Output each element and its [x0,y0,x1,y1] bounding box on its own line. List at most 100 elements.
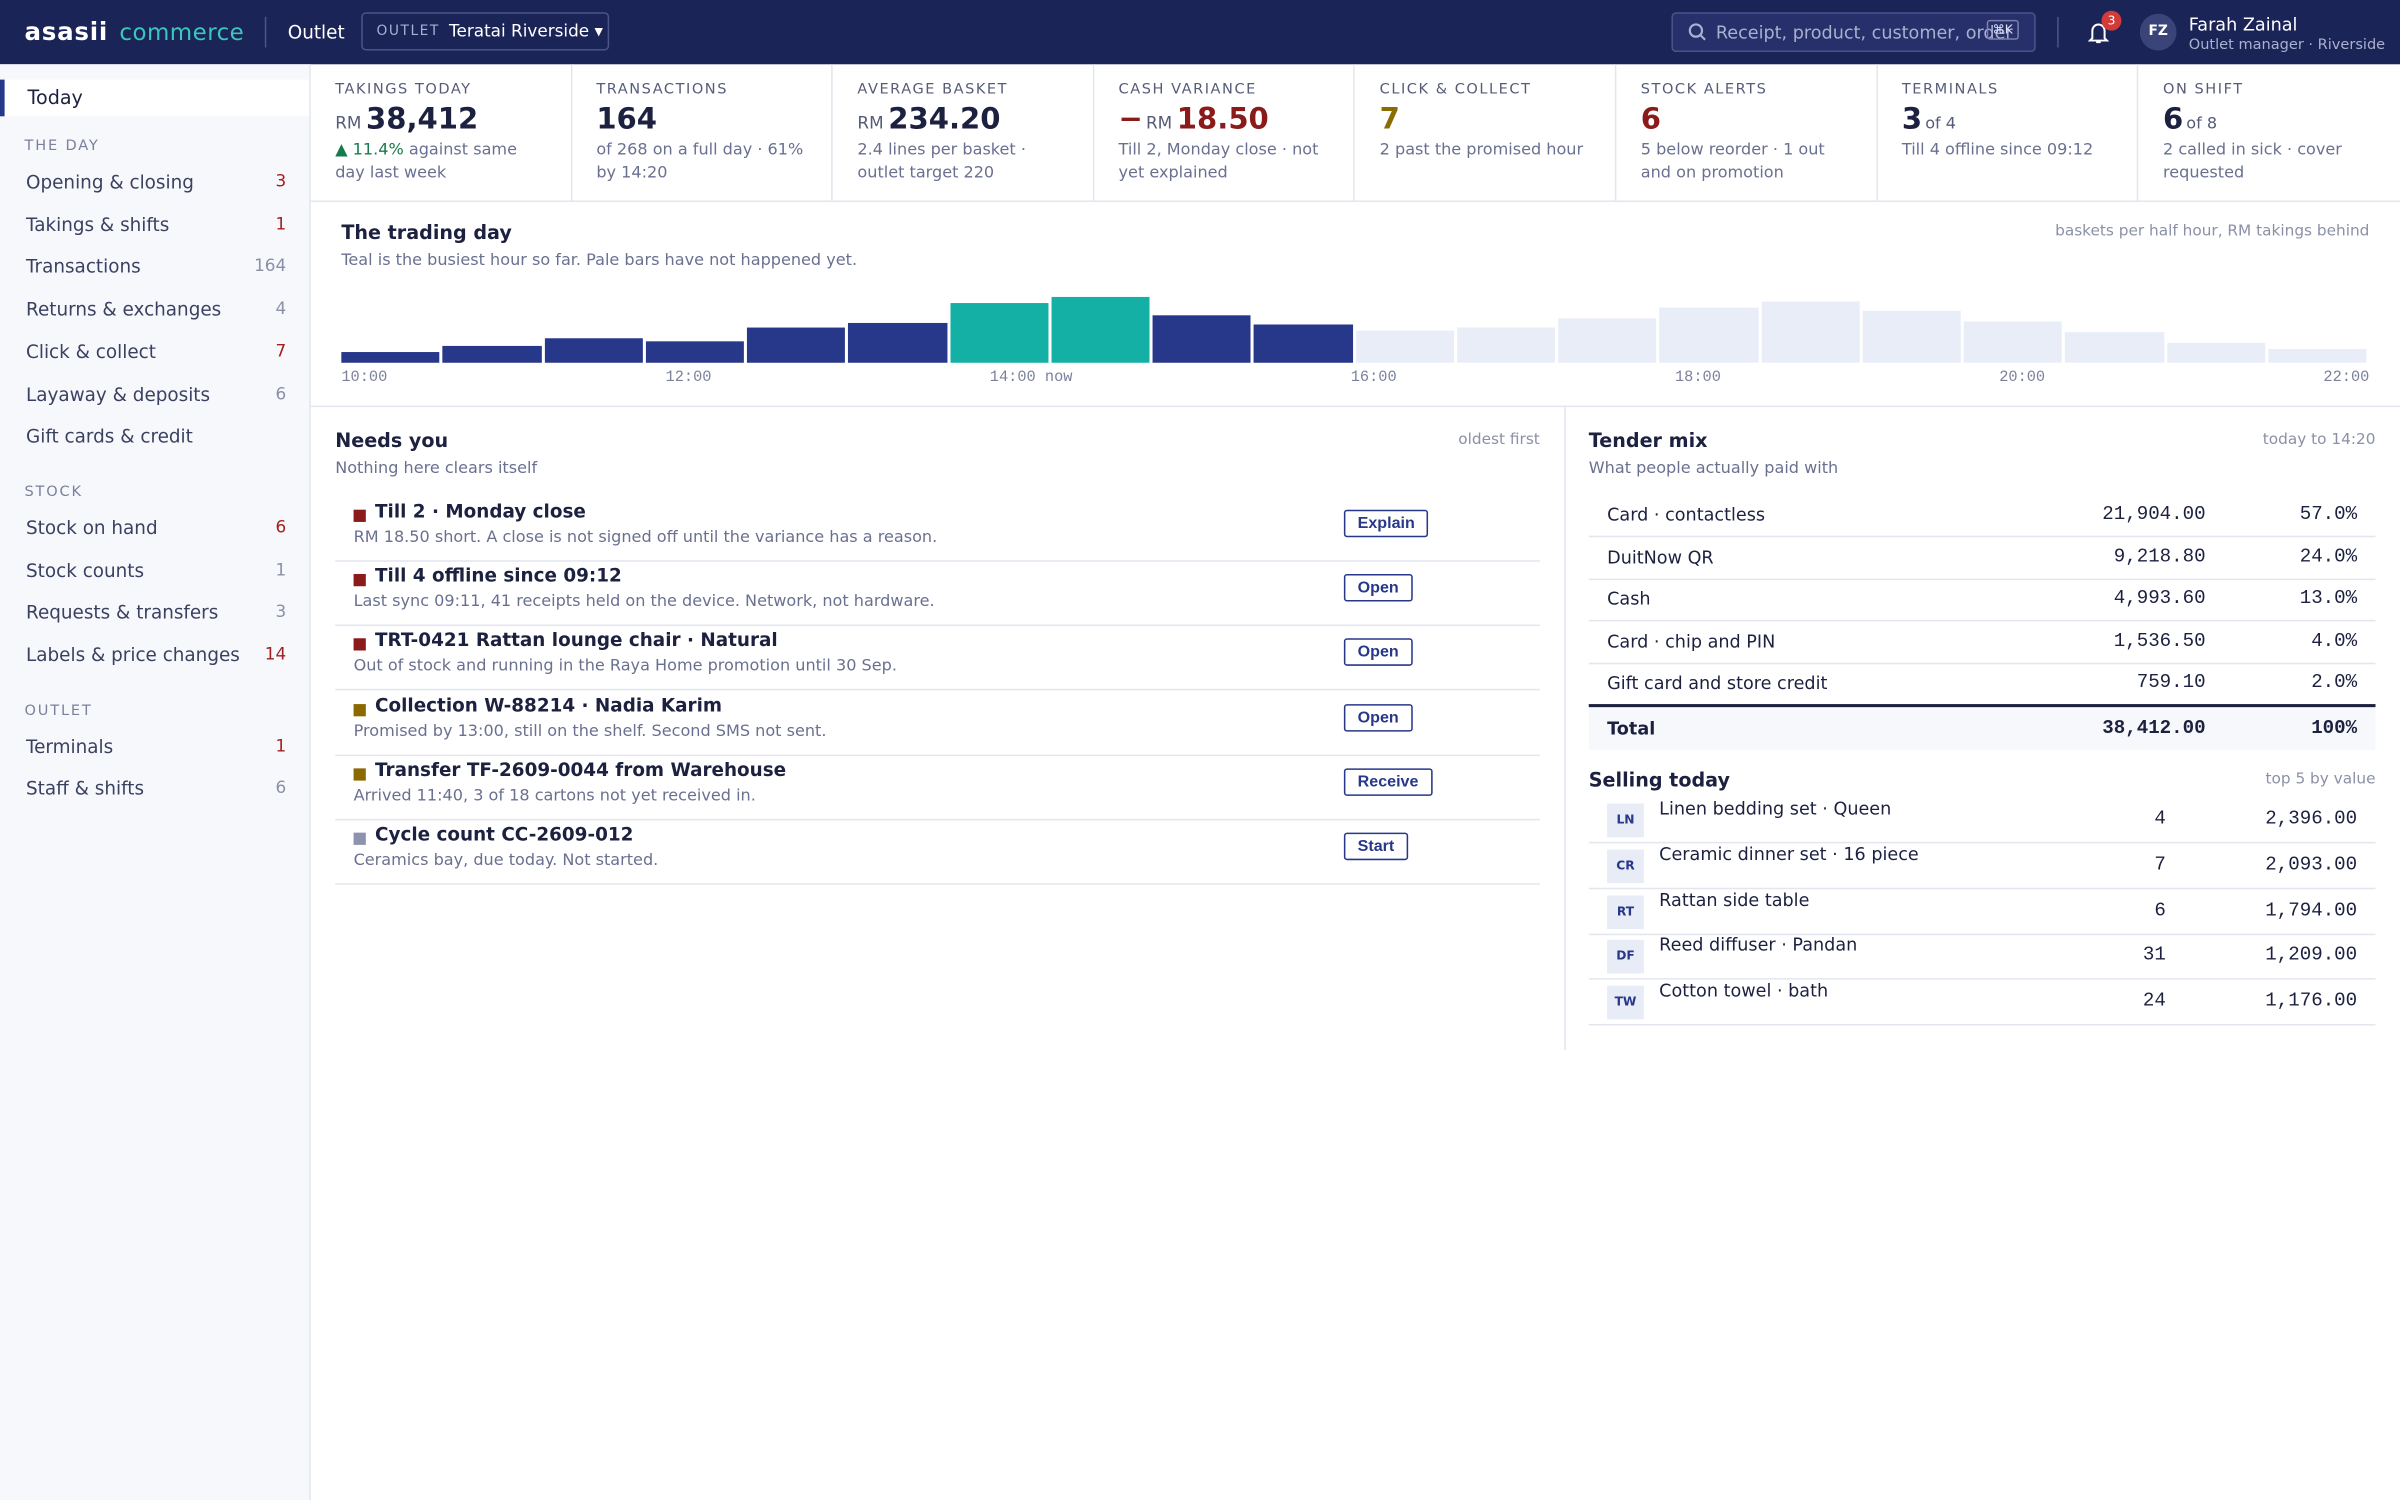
task-detail: Last sync 09:11, 41 receipts held on the… [353,592,935,612]
product-code: LN [1607,803,1644,838]
task-title: Collection W-88214 · Nadia Karim [374,694,723,716]
nav-count: 1 [275,213,287,234]
kpi-label: ON SHIFT [2162,81,2244,98]
bar [442,345,542,363]
kpi-label: TRANSACTIONS [596,81,728,98]
product-code: DF [1607,940,1644,975]
bar [341,352,440,363]
task-title: Cycle count CC-2609-012 [374,823,634,845]
task-row: Transfer TF-2609-0044 from Warehouse Arri… [335,754,1540,821]
bar [544,338,643,363]
product-value: 1,209.00 [2265,944,2358,967]
panel-note: baskets per half hour, RM takings behind [2055,223,2370,241]
task-action[interactable]: Start [1343,832,1409,861]
nav-item[interactable]: Click & collect 7 [26,341,286,362]
kpi-number: 6 [2162,102,2184,137]
kpi-note-text: Till 4 offline since 09:12 [1901,140,2094,160]
nav-item[interactable]: Labels & price changes 14 [26,644,286,665]
product-qty: 24 [2142,990,2166,1013]
task-row: Cycle count CC-2609-012 Ceramics bay, due… [335,819,1540,885]
x-tick-label: 22:00 [2323,370,2370,388]
x-tick-label: 16:00 [1350,370,1397,388]
nav-item[interactable]: Stock on hand 6 [26,517,286,538]
divider [2057,16,2059,48]
kpi-note-text: Till 2, Monday close · not yet explained [1118,140,1319,183]
kpi-number: 164 [596,102,658,137]
brand[interactable]: asasii [24,16,109,46]
kpi-label: AVERAGE BASKET [857,81,1009,98]
kpi-value: − RM 18.50 [1119,103,1330,137]
nav-item[interactable]: Takings & shifts 1 [26,214,286,235]
task-action[interactable]: Explain [1343,509,1429,538]
kpi-note: Till 2, Monday close · not yet explained [1119,139,1330,185]
kpi-number: 18.50 [1176,102,1269,137]
product-row: TW Cotton towel · bath 24 1,176.00 [1588,980,2376,1026]
task-action[interactable]: Receive [1343,768,1433,796]
kpi-note-text: 2 called in sick · cover requested [2162,140,2342,183]
task-action[interactable]: Open [1343,703,1413,732]
kpi-note-text: 5 below reorder · 1 out and on promotion [1640,140,1825,183]
brand-suffix: commerce [119,18,245,46]
search-box[interactable]: Receipt, product, customer, order ⌘K [1671,12,2036,53]
task-title: Till 2 · Monday close [374,500,586,522]
kpi-value: RM 38,412 [335,103,546,137]
top-bar: asasii commerce Outlet OUTLET Teratai Riv… [0,0,2400,65]
tender-name: Gift card and store credit [1607,672,1828,694]
kpi-note: 2 called in sick · cover requested [2163,139,2375,185]
nav-item[interactable]: Staff & shifts 6 [26,778,286,799]
x-tick-label: 12:00 [665,370,712,388]
kpi-note: 2.4 lines per basket · outlet target 220 [857,139,1068,185]
kpi-card: CASH VARIANCE − RM 18.50 Till 2, Monday clos… [1094,64,1356,201]
product-value: 1,794.00 [2265,899,2358,921]
kpi-note-text: of 268 on a full day · 61% by 14:20 [596,140,804,183]
avatar[interactable]: FZ [2139,13,2177,51]
task-action[interactable]: Open [1343,638,1413,667]
status-square [353,638,366,652]
tender-share: 24.0% [2299,545,2358,568]
tender-share: 57.0% [2299,503,2358,525]
total-label: Total [1607,717,1656,740]
task-action[interactable]: Open [1343,574,1413,602]
tender-total: Total 38,412.00 100% [1588,704,2376,750]
tender-name: DuitNow QR [1607,545,1714,568]
total-share: 100% [2311,717,2358,740]
kpi-card: AVERAGE BASKET RM 234.20 2.4 lines per bask… [833,64,1095,201]
nav-item[interactable]: Requests & transfers 3 [26,602,286,623]
nav-item[interactable]: Layaway & deposits 6 [26,383,286,404]
kpi-note-text: against same day last week [335,140,517,183]
panel-title: Tender mix [1588,428,1708,452]
nav-item[interactable]: Terminals 1 [26,736,286,757]
tender-name: Cash [1607,588,1651,610]
bell-icon[interactable] [2087,21,2110,44]
nav-item[interactable]: Stock counts 1 [26,560,286,581]
task-row: TRT-0421 Rattan lounge chair · Natural Ou… [335,625,1540,691]
bar [2166,342,2265,363]
x-axis: 10:00 12:00 14:00 now 16:00 18:00 20:00 22:00 [341,370,2369,387]
nav-count: 1 [275,559,287,580]
tender-panel: Tender mix What people actually paid wit… [1566,407,2400,1050]
bar [645,341,744,363]
outlet-name: Teratai Riverside ▾ [449,21,603,42]
kpi-delta: ▲ 11.4% [335,140,404,160]
bar [1558,318,1657,363]
kpi-number: 6 [1640,102,1662,137]
product-code: CR [1607,849,1644,883]
product-code: RT [1607,894,1644,929]
nav-item-active[interactable]: Today [0,79,310,117]
kpi-value: 6 [1641,103,1852,137]
product-row: RT Rattan side table 6 1,794.00 [1588,889,2376,935]
kpi-label: CLICK & COLLECT [1379,81,1532,98]
nav-count: 6 [275,778,287,799]
product-value: 2,396.00 [2265,808,2358,830]
nav-label: Requests & transfers [26,601,219,624]
outlet-selector[interactable]: OUTLET Teratai Riverside ▾ [361,12,610,51]
nav-item[interactable]: Opening & closing 3 [26,171,286,192]
nav-item[interactable]: Returns & exchanges 4 [26,299,286,320]
task-title: Till 4 offline since 09:12 [374,565,622,587]
nav-item[interactable]: Gift cards & credit [26,426,286,447]
nav-count: 14 [264,644,287,665]
task-row: Collection W-88214 · Nadia Karim Promised… [335,690,1540,756]
nav-item[interactable]: Transactions 164 [26,256,286,277]
bar [1963,321,2063,363]
nav-count: 3 [275,171,287,192]
